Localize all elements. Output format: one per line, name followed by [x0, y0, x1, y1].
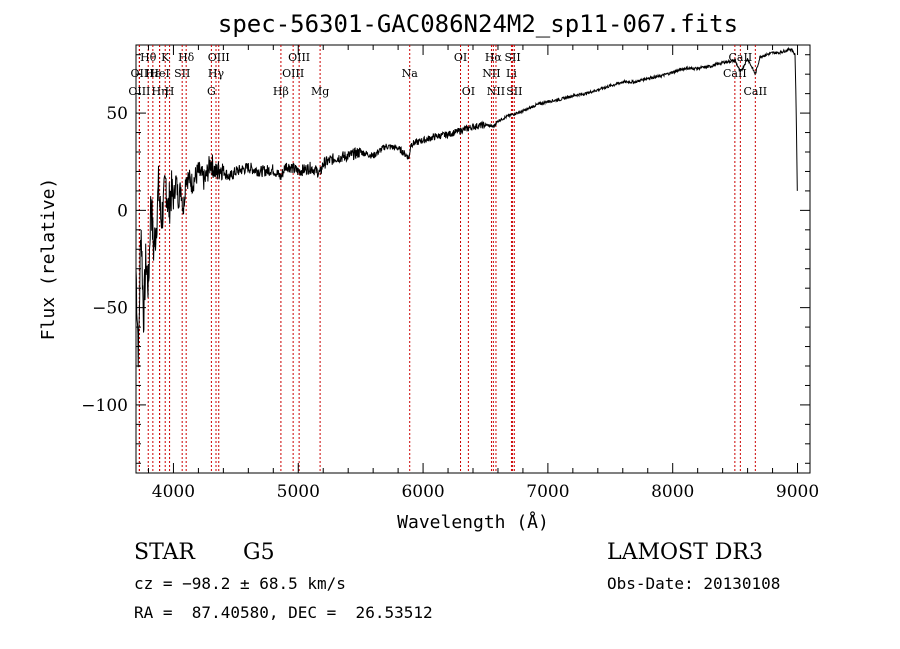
marker-label: HeI [149, 67, 169, 80]
marker-label: Hθ [140, 51, 157, 64]
observation-date: Obs-Date: 20130108 [607, 574, 781, 593]
plot-frame [135, 44, 811, 474]
marker-label: Hδ [178, 51, 195, 64]
marker-label: SII [504, 51, 520, 64]
marker-label: CaII [743, 85, 767, 98]
x-tick-label: 9000 [776, 482, 819, 502]
marker-label: H [165, 85, 175, 98]
marker-label: Hε [145, 67, 161, 80]
marker-label: OIII [208, 51, 230, 64]
spectrum-line [135, 46, 798, 368]
marker-label: Hη [151, 85, 167, 98]
marker-label: Li [506, 67, 517, 80]
marker-label: OIII [282, 67, 304, 80]
marker-label: SII [506, 85, 522, 98]
marker-label: NII [487, 85, 505, 98]
marker-label: OIII [128, 85, 150, 98]
object-subclass: G5 [243, 540, 275, 565]
redshift-readout: cz = −98.2 ± 68.5 km/s [134, 574, 346, 593]
spectral-line-markers [138, 45, 756, 473]
marker-label: Hα [485, 51, 503, 64]
marker-label: Hγ [208, 67, 225, 80]
sky-coordinates: RA = 87.40580, DEC = 26.53512 [134, 603, 433, 622]
x-axis-label: Wavelength (Å) [397, 511, 549, 533]
marker-label: OI [462, 85, 475, 98]
x-tick-label: 8000 [651, 482, 694, 502]
marker-label: Hβ [273, 85, 289, 98]
marker-label: Mg [311, 85, 329, 98]
x-tick-label: 5000 [277, 482, 320, 502]
x-tick-label: 7000 [526, 482, 569, 502]
marker-label: K [161, 51, 170, 64]
survey-name: LAMOST DR3 [607, 540, 763, 565]
y-tick-label: −100 [81, 396, 128, 416]
object-class: STAR [134, 540, 195, 565]
chart-title: spec-56301-GAC086N24M2_sp11-067.fits [218, 10, 738, 38]
y-axis-ticks: −100 −50 0 50 [81, 54, 810, 464]
y-axis-label: Flux (relative) [38, 178, 59, 341]
y-tick-label: 50 [106, 104, 128, 124]
marker-label: OIII [288, 51, 310, 64]
y-tick-label: 0 [117, 201, 128, 221]
marker-label: G [207, 85, 216, 98]
marker-label: Na [402, 67, 419, 80]
marker-label: OII [131, 67, 149, 80]
x-axis-ticks: 4000 5000 6000 7000 8000 9000 [147, 45, 819, 502]
marker-label: OI [454, 51, 467, 64]
marker-label: NII [482, 67, 500, 80]
y-tick-label: −50 [92, 299, 128, 319]
x-tick-label: 6000 [401, 482, 444, 502]
x-tick-label: 4000 [152, 482, 195, 502]
marker-label: SII [174, 67, 190, 80]
